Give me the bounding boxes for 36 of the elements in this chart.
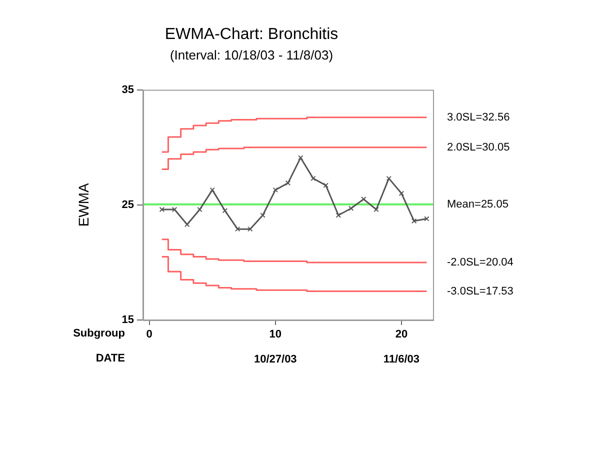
point	[285, 180, 291, 186]
x-tick-label: 10	[269, 328, 282, 341]
ref-line-label: Mean=25.05	[447, 198, 508, 210]
y-tick-label: 25	[122, 198, 134, 211]
point	[386, 176, 392, 182]
point	[310, 176, 316, 182]
x-tick-label: 20	[395, 328, 408, 341]
x-tick-label: 0	[146, 328, 152, 341]
series-label: 2.0SL=30.05	[447, 141, 510, 154]
y-tick-label: 35	[122, 84, 134, 96]
point	[272, 187, 278, 193]
point	[398, 190, 404, 196]
series-label: 3.0SL=32.56	[447, 111, 510, 124]
x2-tick-label: 11/6/03	[383, 354, 420, 366]
chart-subtitle: (Interval: 10/18/03 - 11/8/03)	[170, 48, 334, 63]
y-axis-title: EWMA	[75, 182, 92, 227]
point	[159, 206, 165, 212]
y-tick-label: 15	[122, 314, 134, 326]
point	[260, 212, 266, 218]
x-axis-title: Subgroup	[73, 328, 126, 340]
chart-title: EWMA-Chart: Bronchitis	[164, 26, 338, 44]
x2-axis-title: DATE	[96, 352, 125, 365]
point	[298, 155, 304, 160]
point	[374, 206, 379, 212]
point	[234, 226, 240, 232]
point	[336, 212, 342, 218]
point	[411, 218, 417, 224]
point	[348, 206, 354, 211]
point	[361, 196, 366, 202]
point	[222, 208, 228, 214]
point	[248, 226, 253, 232]
x2-tick-label: 10/27/03	[254, 354, 297, 366]
point	[323, 182, 328, 188]
series-label: -3.0SL=17.53	[447, 285, 514, 298]
series-label: -2.0SL=20.04	[447, 256, 514, 268]
point	[172, 206, 178, 212]
